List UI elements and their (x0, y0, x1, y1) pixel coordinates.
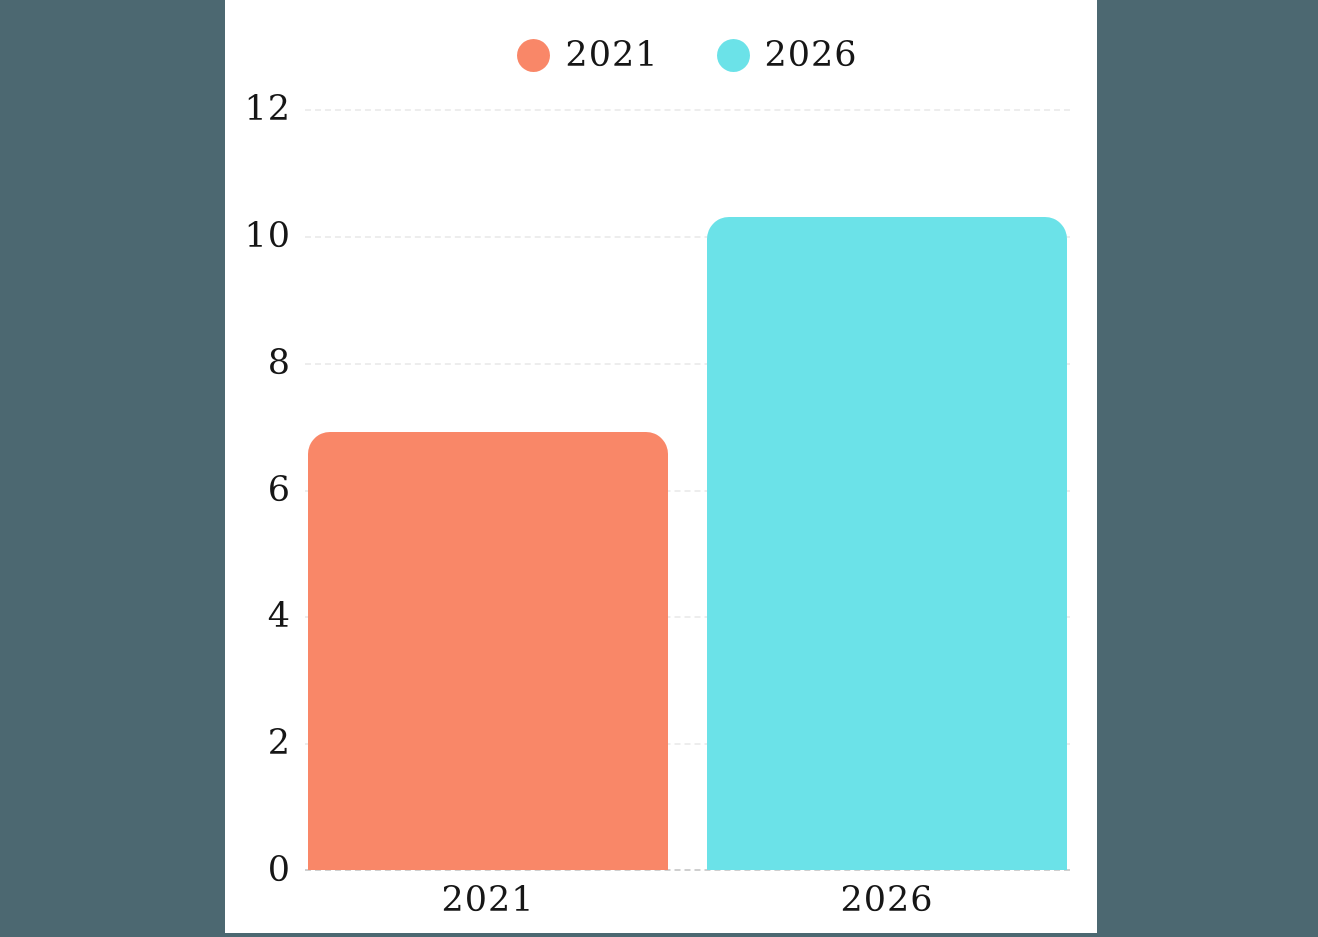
legend-swatch-icon (517, 38, 551, 72)
gridline-y10 (305, 235, 1070, 238)
legend-swatch-icon (716, 38, 750, 72)
gridline-y12 (305, 109, 1070, 111)
gridline-y6 (305, 489, 1070, 492)
legend-label: 2026 (764, 34, 858, 75)
chart-legend: 2021 2026 (305, 26, 1070, 84)
x-tick-label-2026: 2026 (840, 880, 934, 920)
chart-panel: 2021 2026 0 2 4 6 8 10 12 2021 2026 (225, 0, 1097, 933)
y-tick-label-6: 6 (267, 469, 291, 510)
gridline-y8 (305, 362, 1070, 365)
gridline-y4 (305, 616, 1070, 619)
bar-2026[interactable] (707, 216, 1067, 870)
x-axis-line (305, 869, 1070, 871)
legend-label: 2021 (565, 34, 659, 75)
legend-item-2026[interactable]: 2026 (716, 34, 858, 75)
x-tick-label-2021: 2021 (441, 880, 535, 920)
gridline-y2 (305, 743, 1070, 746)
y-tick-label-8: 8 (267, 342, 291, 383)
plot-area (305, 109, 1070, 871)
legend-item-2021[interactable]: 2021 (517, 34, 659, 75)
y-tick-label-4: 4 (267, 596, 291, 637)
bar-2021[interactable] (308, 432, 668, 870)
y-tick-label-10: 10 (244, 215, 291, 256)
y-tick-label-2: 2 (267, 723, 291, 764)
y-tick-label-0: 0 (267, 850, 291, 890)
y-tick-label-12: 12 (244, 89, 291, 129)
